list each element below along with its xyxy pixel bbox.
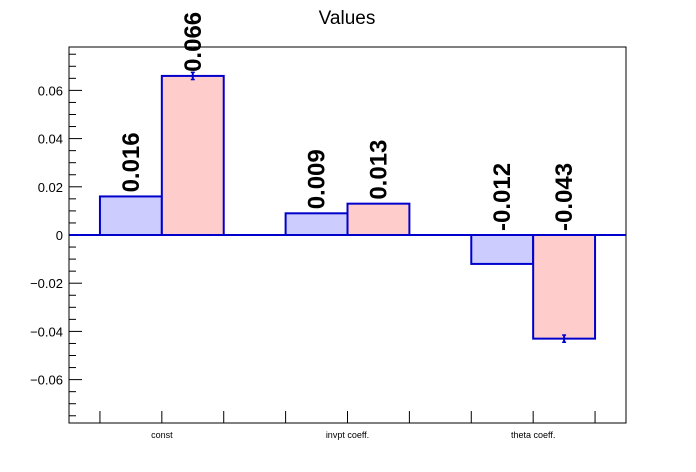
y-tick-label: 0.02 — [38, 180, 63, 195]
y-tick-label: −0.02 — [30, 276, 63, 291]
y-tick-label: 0 — [56, 228, 63, 243]
bars-layer — [98, 71, 597, 344]
value-label: 0.066 — [180, 12, 207, 72]
axes-layer: −0.06 −0.04 −0.02 0 0.02 0.04 0.06 const invpt c… — [30, 46, 627, 440]
y-tick-label: −0.06 — [30, 373, 63, 388]
bar — [98, 195, 163, 236]
value-label: 0.016 — [118, 132, 145, 192]
category-label: invpt coeff. — [326, 430, 369, 440]
y-tick-label: −0.04 — [30, 324, 63, 339]
value-label: 0.013 — [365, 140, 392, 200]
value-label: -0.043 — [551, 163, 578, 231]
y-tick-label: 0.04 — [38, 132, 63, 147]
y-tick-label: 0.06 — [38, 83, 63, 98]
chart-title: Values — [319, 8, 376, 29]
bar — [346, 202, 411, 237]
bar — [284, 212, 349, 237]
category-label: const — [151, 430, 173, 440]
value-label: 0.009 — [304, 149, 331, 209]
value-label: -0.012 — [489, 163, 516, 231]
bar — [470, 234, 535, 265]
bar — [160, 74, 225, 236]
value-labels-layer: 0.016 0.009 -0.012 0.066 0.013 -0.043 — [118, 12, 578, 231]
category-label: theta coeff. — [511, 430, 555, 440]
bar — [532, 234, 597, 340]
